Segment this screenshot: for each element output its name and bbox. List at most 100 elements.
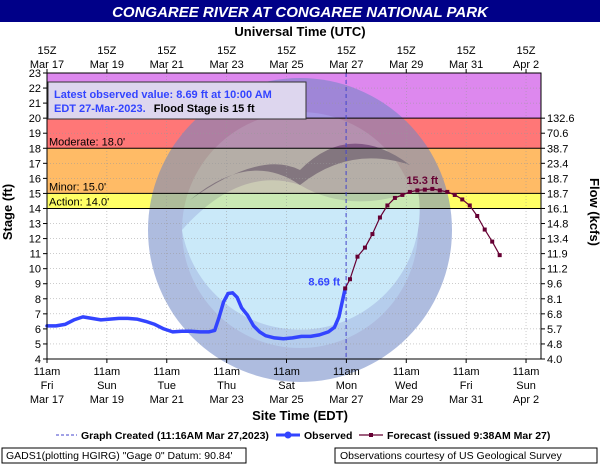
forecast-point-10 [422,187,427,192]
utc-tick-hour-5: 15Z [337,45,356,57]
crest-value-label: 15.3 ft [406,175,438,187]
forecast-point-3 [370,232,375,237]
utc-tick-hour-4: 15Z [277,45,296,57]
time-tick-date-6: Mar 29 [389,394,423,406]
plot-frame [46,72,542,360]
flow-axis-ticks: 4.0 4.8 5.7 6.8 8.1 9.6 11.2 11.9 13.4 14.8 16.1 18… [541,113,575,366]
flow-tick-label-16: 132.6 [547,113,575,125]
observed-series-line [45,286,347,341]
flow-tick-label-13: 23.4 [547,158,568,170]
stage-tick-label-15: 15 [29,188,41,200]
noaa-logo-wave [182,180,420,330]
utc-tick-date-8: Apr 2 [513,59,539,71]
flow-tick-label-0: 4.0 [547,354,562,366]
time-tick-day-3: Thu [217,380,236,392]
forecast-point-0 [347,277,352,282]
chart-title: CONGAREE RIVER AT CONGAREE NATIONAL PARK [112,4,489,21]
info-box-line1: Latest observed value: 8.69 ft at 10:00 … [54,89,272,101]
flow-tick-label-5: 9.6 [547,279,562,291]
forecast-point-12 [437,188,442,193]
flow-tick-label-4: 8.1 [547,294,562,306]
footer-credit: Observations courtesy of US Geological S… [340,450,563,462]
utc-tick-date-4: Mar 25 [269,59,303,71]
time-tick-hour-5: 11am [333,366,360,378]
stage-tick-label-9: 9 [35,279,41,291]
utc-tick-date-3: Mar 23 [210,59,244,71]
stage-tick-label-12: 12 [29,234,41,246]
time-tick-day-2: Tue [157,380,176,392]
time-tick-hour-1: 11am [94,366,121,378]
stage-tick-label-13: 13 [29,219,41,231]
legend-forecast-marker [369,433,373,437]
time-tick-day-7: Fri [460,380,473,392]
stage-tick-label-21: 21 [29,98,41,110]
stage-tick-label-4: 4 [35,354,41,366]
utc-tick-date-2: Mar 21 [150,59,184,71]
utc-tick-date-7: Mar 31 [449,59,483,71]
forecast-point-16 [467,203,472,208]
stage-tick-label-6: 6 [35,324,41,336]
time-tick-date-1: Mar 19 [90,394,124,406]
utc-tick-date-1: Mar 19 [90,59,124,71]
time-tick-hour-8: 11am [513,366,540,378]
footer-datum: GADS1(plotting HGIRG) "Gage 0" Datum: 90… [6,450,233,462]
forecast-point-1 [355,254,360,259]
flow-tick-label-10: 16.1 [547,203,568,215]
latest-value-label: 8.69 ft [308,276,340,288]
forecast-point-13 [445,189,450,194]
flow-tick-label-11: 18.7 [547,188,568,200]
y-axis-label: Stage (ft) [0,184,15,240]
legend-forecast-label: Forecast (issued 9:38AM Mar 27) [387,430,550,442]
title-bar [0,0,600,22]
stage-tick-label-19: 19 [29,128,41,140]
forecast-point-8 [407,189,412,194]
forecast-point-9 [415,188,420,193]
time-tick-hour-0: 11am [34,366,61,378]
stage-axis-ticks: 4 5 6 7 8 9 10 11 12 13 14 15 16 17 18 19 20 21 22 23 [29,68,47,366]
observed-latest-point [343,286,348,291]
forecast-point-2 [362,245,367,250]
stage-tick-label-17: 17 [29,158,41,170]
forecast-series-line [344,188,501,289]
flow-tick-label-14: 38.7 [547,143,568,155]
flow-tick-label-3: 6.8 [547,309,562,321]
flow-tick-label-6: 11.2 [547,264,568,276]
time-tick-date-5: Mar 27 [329,394,363,406]
utc-tick-hour-6: 15Z [397,45,416,57]
noaa-logo-bird [190,143,410,200]
utc-tick-date-0: Mar 17 [30,59,64,71]
top-axis-title: Universal Time (UTC) [234,24,365,39]
x-axis-label: Site Time (EDT) [252,408,348,423]
info-box-flood-stage: Flood Stage is 15 ft [154,103,255,115]
utc-tick-date-5: Mar 27 [329,59,363,71]
legend-observed-label: Observed [304,430,352,442]
stage-tick-label-20: 20 [29,113,41,125]
flow-tick-label-9: 14.8 [547,219,568,231]
forecast-point-19 [490,239,495,244]
stage-tick-label-5: 5 [35,339,41,351]
flood-band-label-3: Action: 14.0' [49,196,109,208]
time-tick-day-8: Sun [516,380,536,392]
stage-tick-label-16: 16 [29,173,41,185]
forecast-point-14 [452,192,457,197]
stage-tick-label-8: 8 [35,294,41,306]
utc-tick-hour-3: 15Z [217,45,236,57]
flow-tick-label-7: 11.9 [547,249,568,261]
footer-left-box [1,447,247,464]
info-box-date: EDT 27-Mar-2023. [54,103,146,115]
legend: Graph Created (11:16AM Mar 27,2023) Obse… [56,430,550,442]
time-tick-hour-6: 11am [393,366,420,378]
time-axis-ticks: 11am Fri Mar 17 11am Sun Mar 19 11am Tue Mar 21 1… [30,359,540,406]
time-tick-date-0: Mar 17 [30,394,64,406]
latest-observation-box: Latest observed value: 8.69 ft at 10:00 … [47,81,307,120]
legend-observed-marker [284,431,292,439]
time-tick-date-2: Mar 21 [150,394,184,406]
forecast-point-7 [400,192,405,197]
y2-axis-label: Flow (kcfs) [587,178,600,246]
utc-tick-hour-7: 15Z [457,45,476,57]
flood-band-label-2: Minor: 15.0' [49,181,106,193]
flow-tick-label-1: 4.8 [547,339,562,351]
stage-tick-label-7: 7 [35,309,41,321]
footer-right-box [334,447,598,464]
forecast-point-20 [497,253,502,258]
